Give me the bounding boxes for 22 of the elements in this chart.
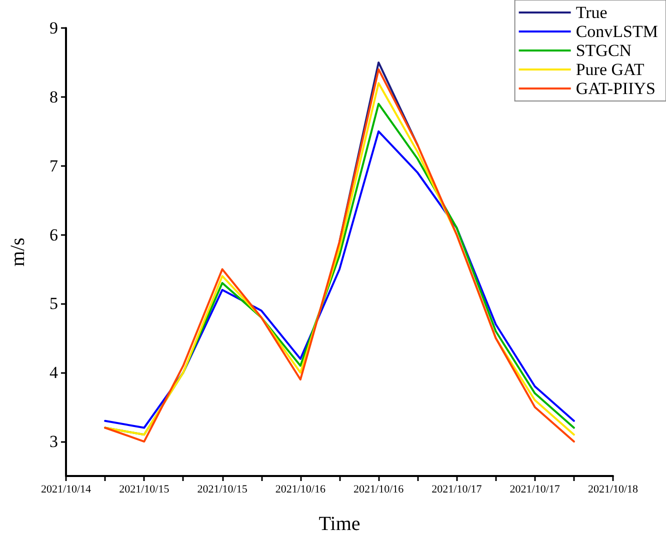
y-axis-title: m/s [7, 237, 29, 266]
y-tick-label: 7 [50, 156, 58, 176]
legend-label: True [576, 3, 608, 22]
x-tick-label: 2021/10/16 [354, 484, 404, 496]
legend-label: GAT-PIIYS [576, 79, 656, 98]
legend-label: STGCN [576, 41, 632, 60]
x-tick-label: 2021/10/18 [588, 484, 639, 496]
x-axis-title: Time [318, 513, 360, 535]
x-tick-label: 2021/10/14 [40, 484, 92, 496]
x-tick-label: 2021/10/16 [275, 484, 326, 496]
x-tick-label: 2021/10/17 [432, 484, 482, 496]
y-tick-label: 9 [50, 18, 58, 38]
y-tick-label: 8 [50, 87, 58, 106]
y-tick-label: 5 [50, 294, 58, 314]
x-tick-label: 2021/10/15 [119, 484, 170, 496]
y-tick-label: 6 [50, 225, 58, 244]
legend-label: ConvLSTM [576, 22, 658, 41]
x-tick-label: 2021/10/15 [197, 484, 248, 496]
x-tick-label: 2021/10/17 [510, 484, 560, 496]
y-tick-label: 3 [50, 432, 58, 452]
legend-label: Pure GAT [576, 60, 645, 79]
y-tick-label: 4 [50, 363, 58, 382]
